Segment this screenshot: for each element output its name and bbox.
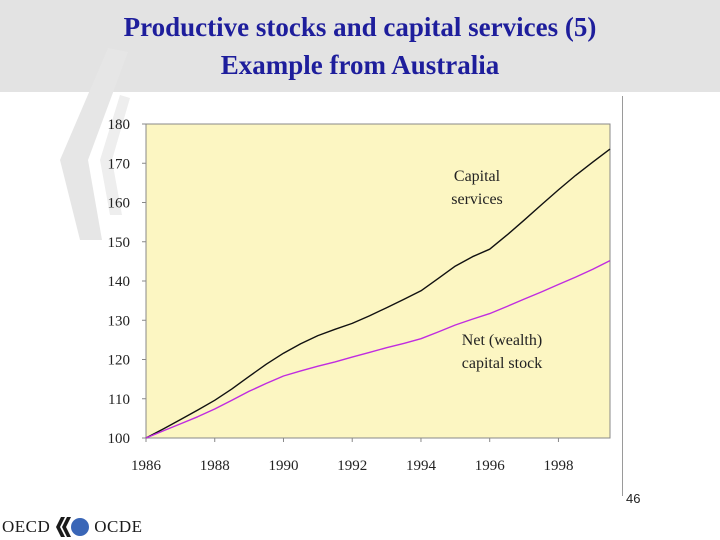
y-tick-label: 110 — [108, 392, 130, 408]
x-tick-label: 1988 — [200, 458, 230, 474]
annotation-net-capital-stock: Net (wealth) — [462, 332, 542, 349]
x-tick-label: 1992 — [337, 458, 367, 474]
series-group — [145, 148, 611, 439]
title-line-1: Productive stocks and capital services (… — [123, 12, 597, 42]
slide-title: Productive stocks and capital services (… — [0, 8, 720, 84]
annotation-capital-services: Capital — [454, 168, 501, 185]
oecd-logo: OECD OCDE — [2, 514, 143, 540]
logo-text-oecd: OECD — [2, 517, 51, 536]
y-tick-label: 120 — [108, 353, 131, 369]
series-line-net-capital-stock — [145, 259, 611, 439]
x-tick-label: 1996 — [475, 458, 506, 474]
annotations: Capital services Net (wealth) capital stock — [451, 168, 542, 372]
x-tick-label: 1986 — [131, 458, 162, 474]
title-band — [0, 0, 720, 92]
title-line-2: Example from Australia — [220, 50, 500, 80]
annotation-capital-services: services — [451, 191, 503, 208]
y-tick-label: 160 — [108, 196, 131, 212]
logo-text-ocde: OCDE — [94, 517, 143, 536]
quote-mark-decoration-icon — [60, 48, 130, 240]
x-axis: 1986 1988 1990 1992 1994 1996 1998 — [131, 438, 573, 474]
y-tick-label: 100 — [108, 431, 131, 447]
y-tick-label: 150 — [108, 235, 131, 251]
y-tick-label: 130 — [108, 313, 131, 329]
x-tick-label: 1990 — [268, 458, 298, 474]
oecd-globe-icon — [56, 517, 90, 537]
plot-area — [145, 123, 611, 439]
y-tick-label: 180 — [108, 117, 131, 133]
page-number: 46 — [626, 491, 641, 506]
x-tick-label: 1994 — [406, 458, 437, 474]
annotation-net-capital-stock: capital stock — [462, 355, 542, 372]
y-tick-label: 170 — [108, 156, 131, 172]
y-tick-label: 140 — [108, 274, 131, 290]
y-axis: 100 110 120 130 140 150 160 170 180 — [108, 117, 146, 447]
vertical-divider — [622, 96, 623, 496]
series-line-capital-services — [145, 148, 611, 439]
x-tick-label: 1998 — [543, 458, 573, 474]
